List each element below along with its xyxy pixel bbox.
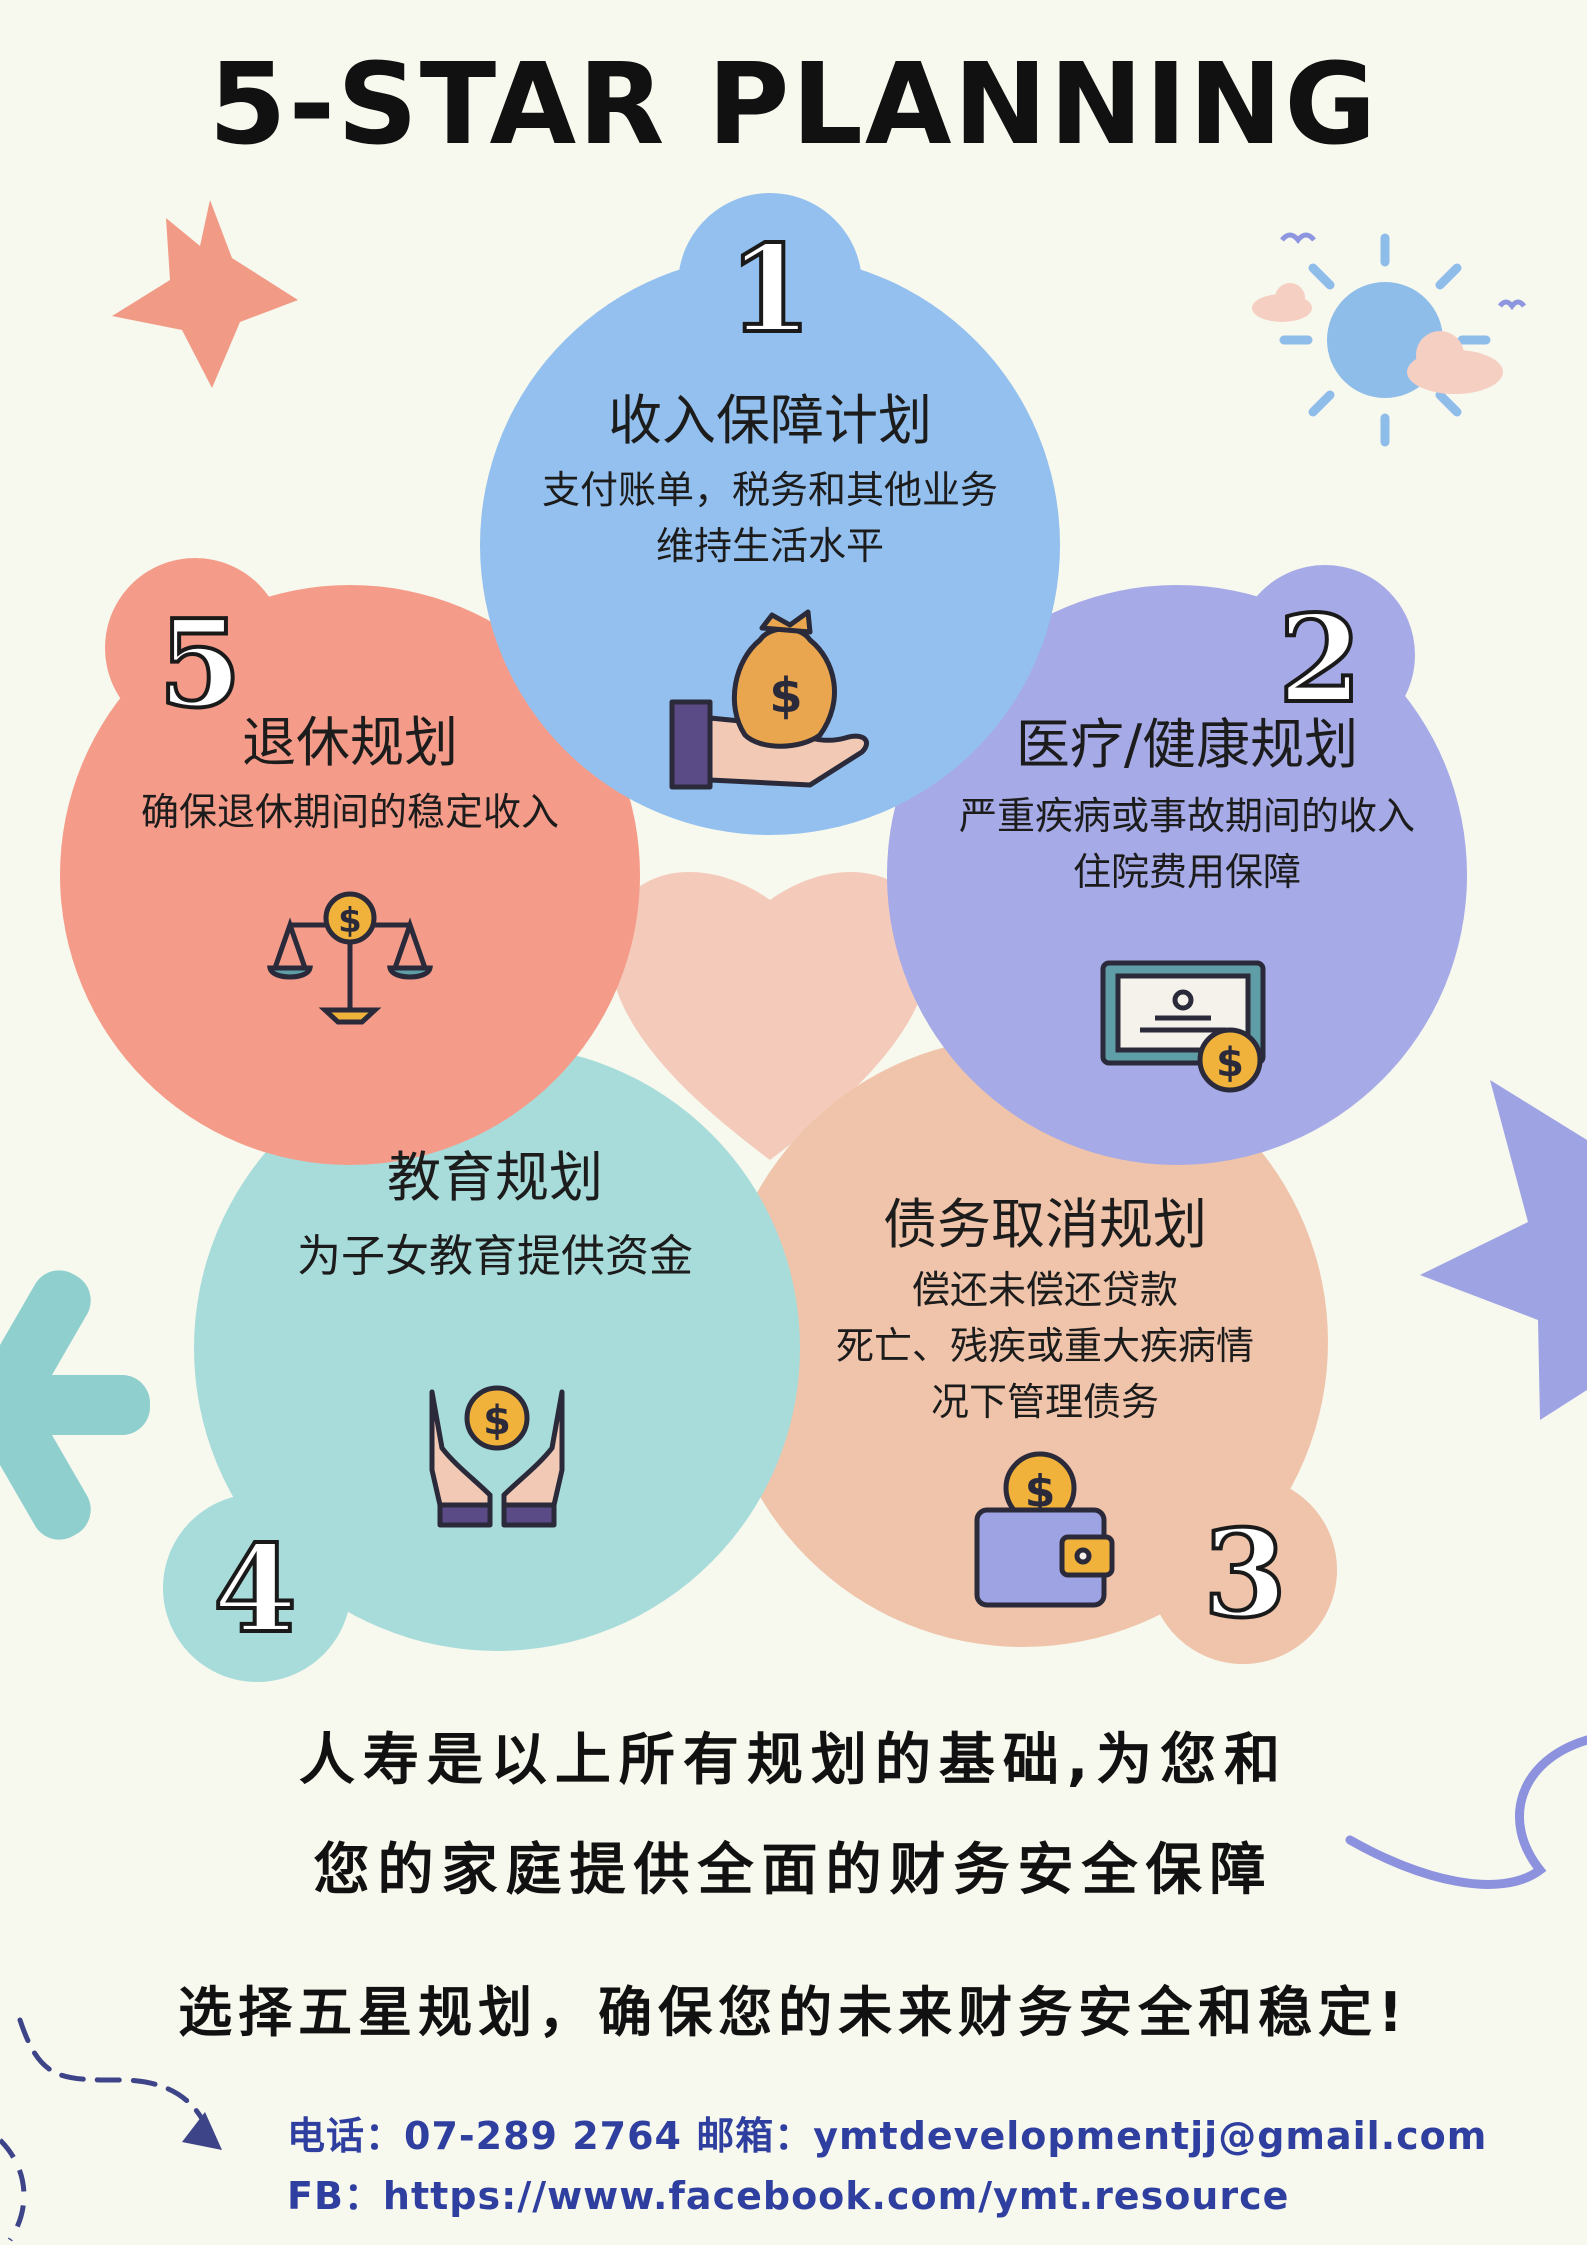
star-decor-icon <box>1420 1080 1587 1420</box>
plan-line: 死亡、残疾或重大疾病情 <box>835 1324 1254 1368</box>
plan-number-5: 5 <box>156 594 244 735</box>
plan-line: 严重疾病或事故期间的收入 <box>958 794 1415 838</box>
circle-4-bg <box>163 1045 800 1682</box>
wallet-coin-icon: $ <box>974 1451 1115 1608</box>
plan-line: 维持生活水平 <box>655 524 884 568</box>
circle-2-bg <box>887 565 1467 1165</box>
plan-number-3: 3 <box>1201 1504 1289 1645</box>
circle-3-bg <box>718 1037 1337 1664</box>
sun-cloud-icon <box>1252 232 1526 447</box>
circle-1-bg <box>480 193 1060 835</box>
hands-coin-icon: $ <box>429 1385 565 1528</box>
plan-5-text: 退休规划 确保退休期间的稳定收入 <box>50 710 650 840</box>
dashed-arc-icon <box>0 2138 27 2242</box>
plan-title: 教育规划 <box>387 1146 603 1209</box>
summary-line-1: 人寿是以上所有规划的基础,为您和 <box>298 1728 1289 1793</box>
arrow-head-icon <box>182 2112 222 2150</box>
dashed-arrow-icon <box>17 2017 213 2138</box>
plan-3-text: 债务取消规划 偿还未偿还贷款 死亡、残疾或重大疾病情 况下管理债务 <box>745 1192 1345 1430</box>
plan-line: 确保退休期间的稳定收入 <box>140 790 559 834</box>
plan-number-4: 4 <box>211 1519 299 1660</box>
plan-4-text: 教育规划 为子女教育提供资金 <box>195 1145 795 1285</box>
asterisk-decor-icon <box>0 1270 150 1540</box>
plan-title: 退休规划 <box>242 711 458 774</box>
plan-line: 偿还未偿还贷款 <box>911 1268 1178 1312</box>
balance-scale-coin-icon: $ <box>267 891 433 1025</box>
circle-5-bg <box>60 558 640 1165</box>
plan-2-text: 医疗/健康规划 严重疾病或事故期间的收入 住院费用保障 <box>887 712 1487 900</box>
page-title: 5-STAR PLANNING <box>208 40 1379 170</box>
curve-decor-icon <box>1345 1735 1587 1889</box>
certificate-coin-icon: $ <box>1100 960 1266 1093</box>
money-bag-hand-icon: $ <box>669 609 869 790</box>
plan-line: 支付账单，税务和其他业务 <box>541 468 998 512</box>
summary-line-2: 您的家庭提供全面的财务安全保障 <box>313 1838 1274 1903</box>
plan-line: 为子女教育提供资金 <box>297 1231 693 1282</box>
plan-1-text: 收入保障计划 支付账单，税务和其他业务 维持生活水平 <box>470 388 1070 574</box>
summary-line-3: 选择五星规划，确保您的未来财务安全和稳定! <box>178 1981 1409 2044</box>
star-decor-icon <box>112 200 298 388</box>
svg-text:$: $ <box>483 1398 511 1444</box>
plan-title: 医疗/健康规划 <box>1015 713 1359 776</box>
plan-title: 债务取消规划 <box>883 1193 1207 1256</box>
heart-decor-icon <box>609 871 931 1160</box>
facebook-link[interactable]: FB：https://www.facebook.com/ymt.resource <box>287 2174 1290 2218</box>
plan-number-1: 1 <box>726 219 814 360</box>
plan-line: 况下管理债务 <box>930 1380 1159 1424</box>
svg-text:$: $ <box>338 901 362 941</box>
svg-text:$: $ <box>1216 1040 1244 1086</box>
plan-number-2: 2 <box>1276 589 1364 730</box>
svg-text:$: $ <box>769 668 802 724</box>
contact-line: 电话：07-289 2764 邮箱：ymtdevelopmentjj@gmail… <box>287 2114 1488 2158</box>
plan-line: 住院费用保障 <box>1072 850 1301 894</box>
plan-title: 收入保障计划 <box>608 389 932 452</box>
